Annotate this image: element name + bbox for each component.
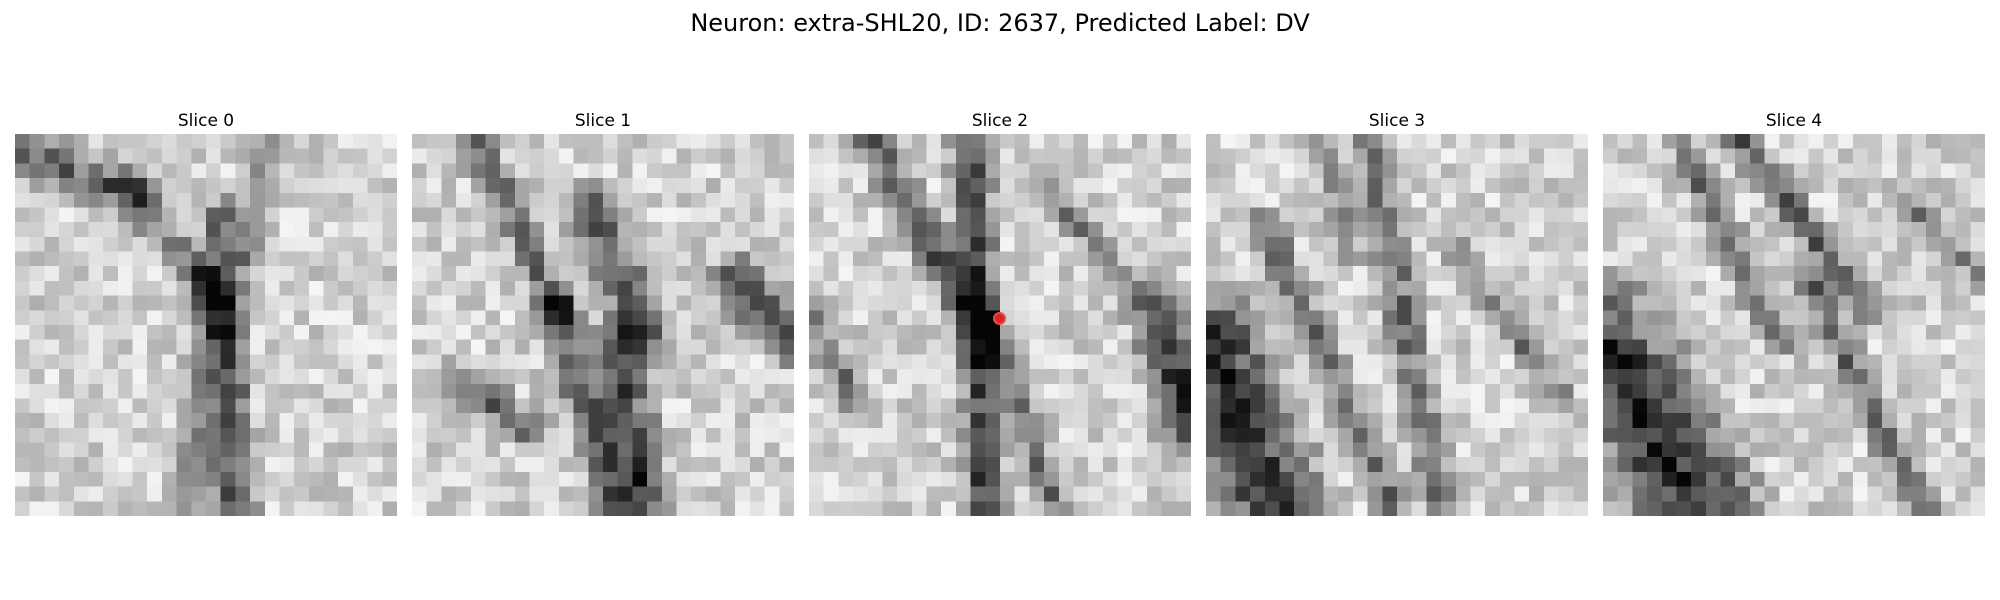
slice-image [809, 134, 1191, 516]
slice-title: Slice 3 [1368, 111, 1426, 131]
slice-image [1206, 134, 1588, 516]
slice-title: Slice 4 [1765, 111, 1823, 131]
slice-title: Slice 1 [574, 111, 632, 131]
slice-title: Slice 2 [971, 111, 1029, 131]
slice-panel-4: Slice 4 [1603, 108, 1985, 516]
slice-title: Slice 0 [177, 111, 235, 131]
neuron-location-marker [993, 312, 1006, 325]
figure-title: Neuron: extra-SHL20, ID: 2637, Predicted… [690, 9, 1310, 37]
slice-panel-2: Slice 2 [809, 108, 1191, 516]
slice-image [412, 134, 794, 516]
slice-panel-0: Slice 0 [15, 108, 397, 516]
slice-panel-1: Slice 1 [412, 108, 794, 516]
slice-image [1603, 134, 1985, 516]
slice-image [15, 134, 397, 516]
slice-panel-3: Slice 3 [1206, 108, 1588, 516]
